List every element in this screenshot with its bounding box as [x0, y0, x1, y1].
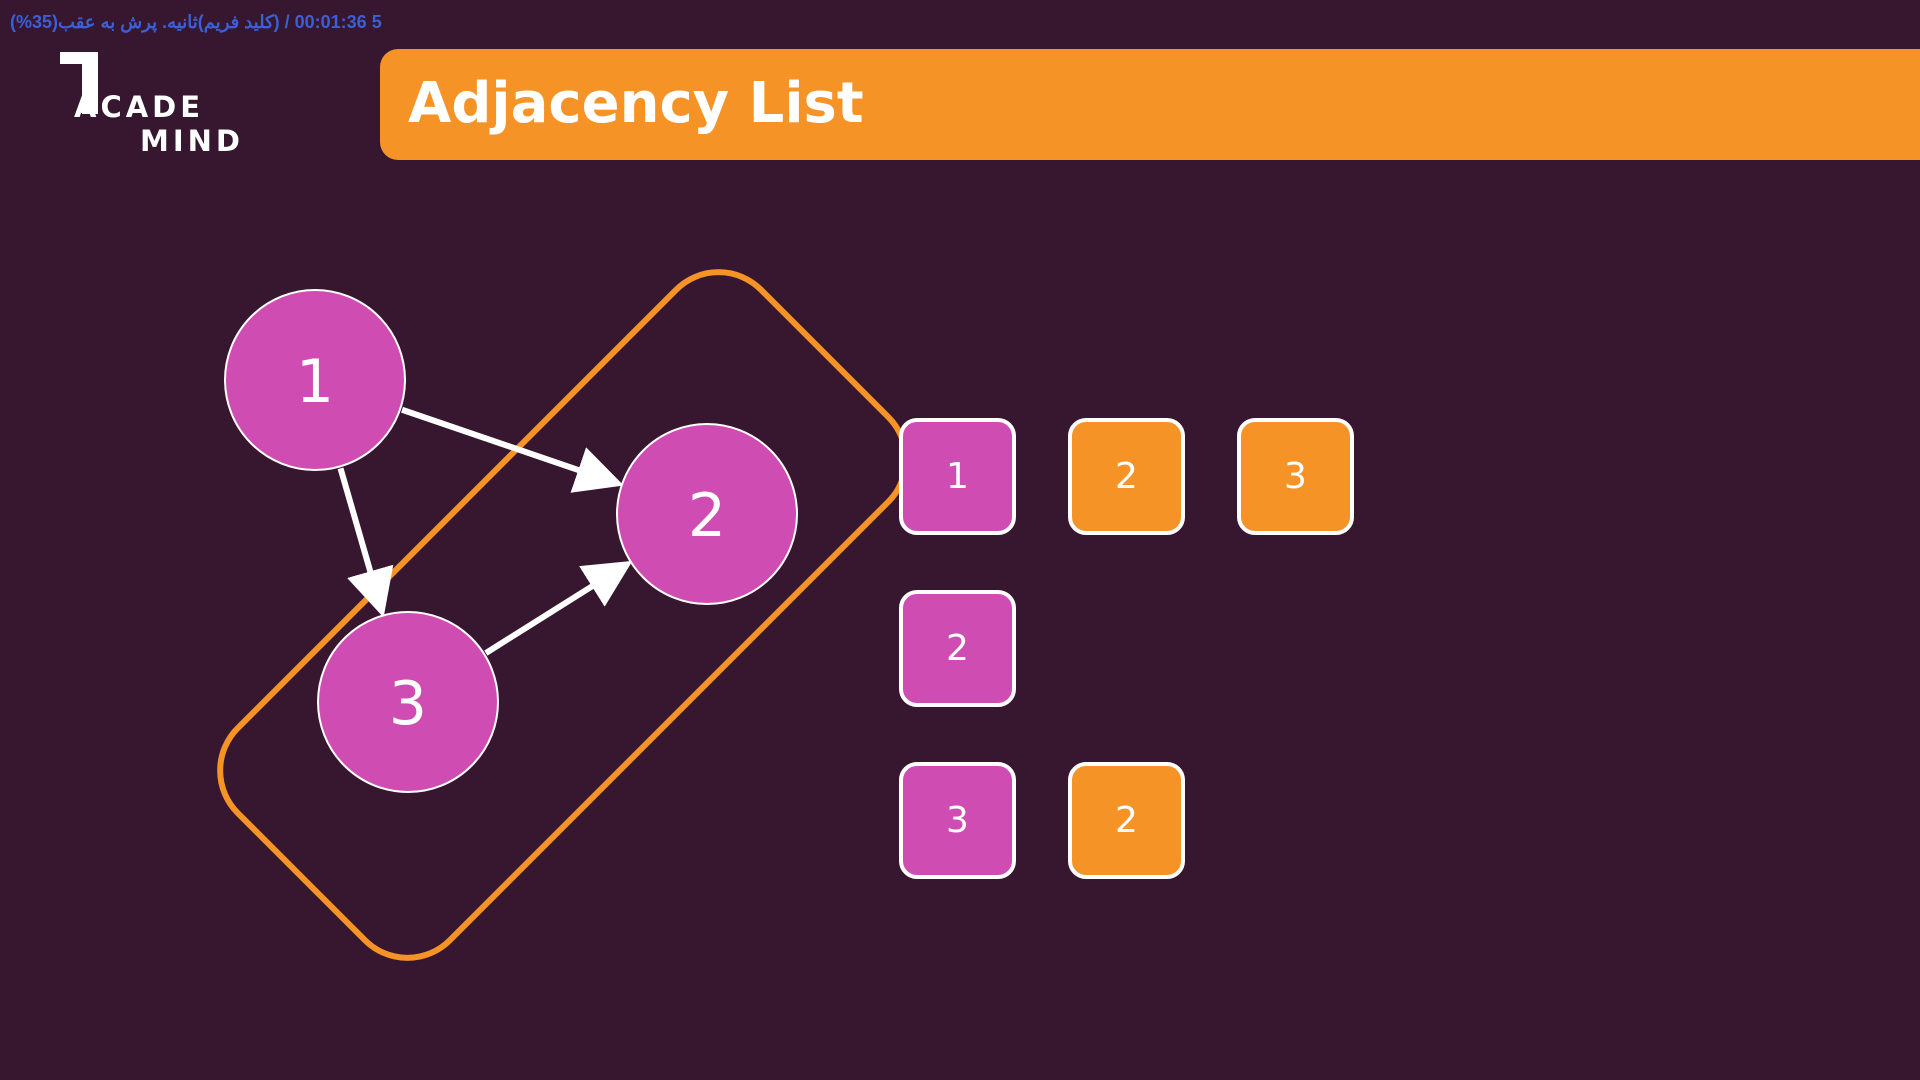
graph-node-1: 1 — [224, 289, 406, 471]
edge-group — [337, 406, 633, 656]
academind-logo: ACADE MIND — [52, 46, 252, 158]
list-neighbor-3-2: 2 — [1068, 762, 1185, 879]
highlight-outline — [217, 269, 909, 961]
video-status-overlay: 5 00:01:36 / (کلید فریم)ثانیه. پرش به عق… — [10, 12, 382, 32]
node-circle — [224, 289, 406, 471]
graph-node-2: 2 — [616, 423, 798, 605]
list-neighbor-1-3: 3 — [1237, 418, 1354, 535]
logo-text-line1: ACADE — [74, 90, 205, 124]
logo-text-line2: MIND — [140, 124, 244, 158]
edge-1-to-3 — [337, 467, 394, 618]
node-label: 2 — [688, 481, 726, 551]
list-head-3: 3 — [899, 762, 1016, 879]
node-group: 1 2 3 — [224, 289, 798, 793]
node-circle — [317, 611, 499, 793]
slide-title: Adjacency List — [408, 71, 864, 136]
logo-mark-icon — [60, 52, 98, 114]
list-neighbor-1-2: 2 — [1068, 418, 1185, 535]
list-head-1: 1 — [899, 418, 1016, 535]
edge-1-to-2 — [401, 406, 624, 493]
highlight-group — [217, 269, 909, 961]
node-circle — [616, 423, 798, 605]
list-head-2: 2 — [899, 590, 1016, 707]
edge-3-to-2 — [484, 560, 633, 656]
node-label: 3 — [389, 669, 427, 739]
node-label: 1 — [296, 347, 334, 417]
title-banner: Adjacency List — [380, 49, 1920, 160]
graph-node-3: 3 — [317, 611, 499, 793]
